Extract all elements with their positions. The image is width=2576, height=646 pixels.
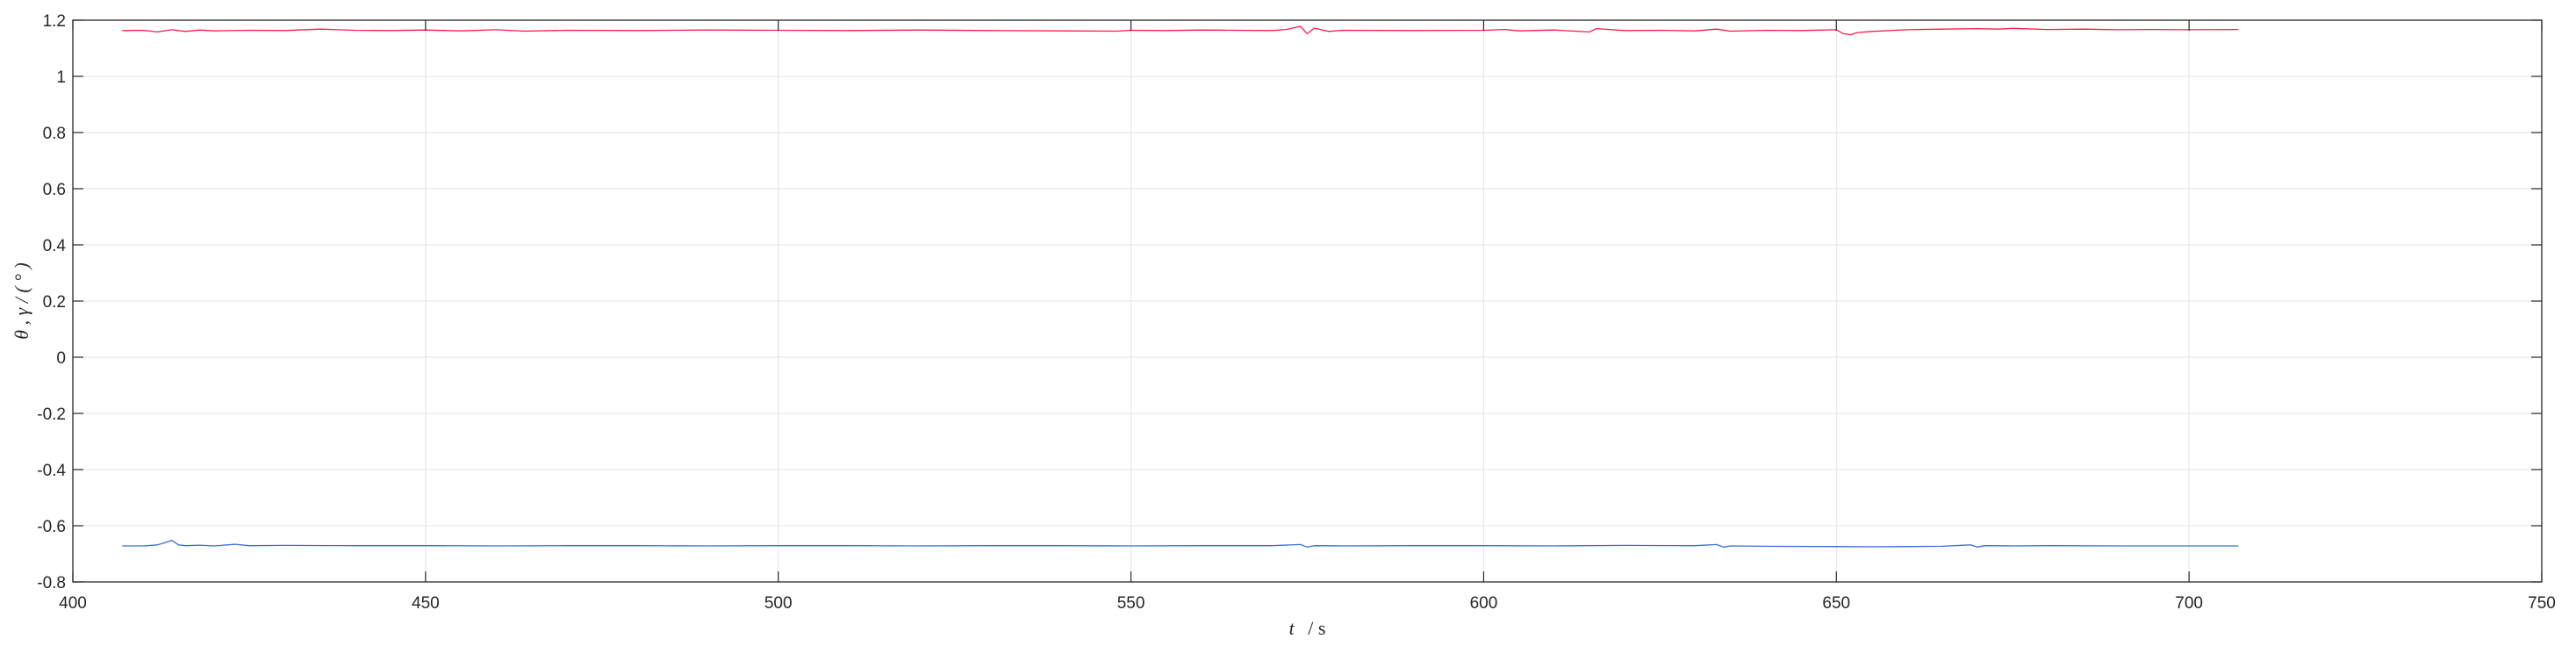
x-axis-variable: t [1289, 617, 1295, 639]
x-axis-label: t / s [1289, 617, 1326, 639]
y-axis-label: θ , γ / ( ° ) [11, 262, 32, 340]
axis-ticks: 400 450 500 550 600 650 700 750 -0.8 -0.6 -0.4 -0.2… [37, 12, 2556, 613]
x-tick-label: 450 [412, 594, 440, 613]
x-tick-label: 600 [1470, 594, 1498, 613]
x-tick-label: 400 [59, 594, 87, 613]
x-tick-label: 550 [1117, 594, 1145, 613]
x-tick-label: 650 [1822, 594, 1850, 613]
x-tick-label: 700 [2175, 594, 2203, 613]
y-tick-label: -0.8 [37, 574, 66, 592]
y-tick-label: 0.2 [43, 293, 66, 312]
x-tick-label: 500 [764, 594, 793, 613]
y-tick-label: 1.2 [43, 12, 66, 31]
y-tick-label: 0 [56, 349, 66, 368]
grid-lines [73, 20, 2542, 582]
plot-series [122, 25, 2239, 548]
y-tick-label: -0.2 [37, 406, 66, 424]
x-tick-label: 750 [2528, 594, 2556, 613]
y-tick-label: 1 [56, 68, 66, 87]
y-tick-label: -0.4 [37, 462, 66, 480]
y-tick-label: 0.4 [43, 237, 67, 255]
series-line-1 [122, 25, 2239, 36]
y-tick-label: -0.6 [37, 518, 66, 536]
y-tick-label: 0.6 [43, 181, 66, 199]
y-tick-label: 0.8 [43, 125, 66, 143]
series-line-2 [122, 539, 2239, 548]
x-axis-unit: / s [1308, 617, 1325, 639]
